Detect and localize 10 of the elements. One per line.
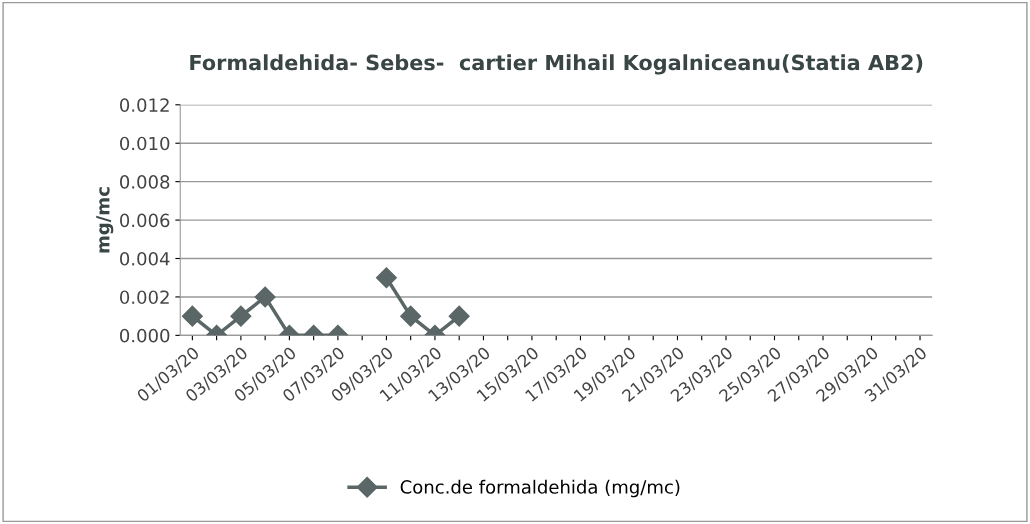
y-tick-label: 0.000 xyxy=(120,328,170,343)
legend-label: Conc.de formaldehida (mg/mc) xyxy=(400,479,680,498)
y-tick-label: 0.004 xyxy=(120,251,170,266)
y-tick-label: 0.002 xyxy=(120,290,169,305)
y-tick-label: 0.012 xyxy=(120,98,169,112)
y-axis-title: mg/mc xyxy=(96,187,114,253)
y-tick-label: 0.008 xyxy=(120,175,170,189)
y-tick-label: 0.010 xyxy=(120,136,170,151)
chart-title: Formaldehida- Sebes- cartier Mihail Kogalniceanu(Statia AB2) xyxy=(190,54,923,75)
y-tick-label: 0.006 xyxy=(120,213,170,228)
